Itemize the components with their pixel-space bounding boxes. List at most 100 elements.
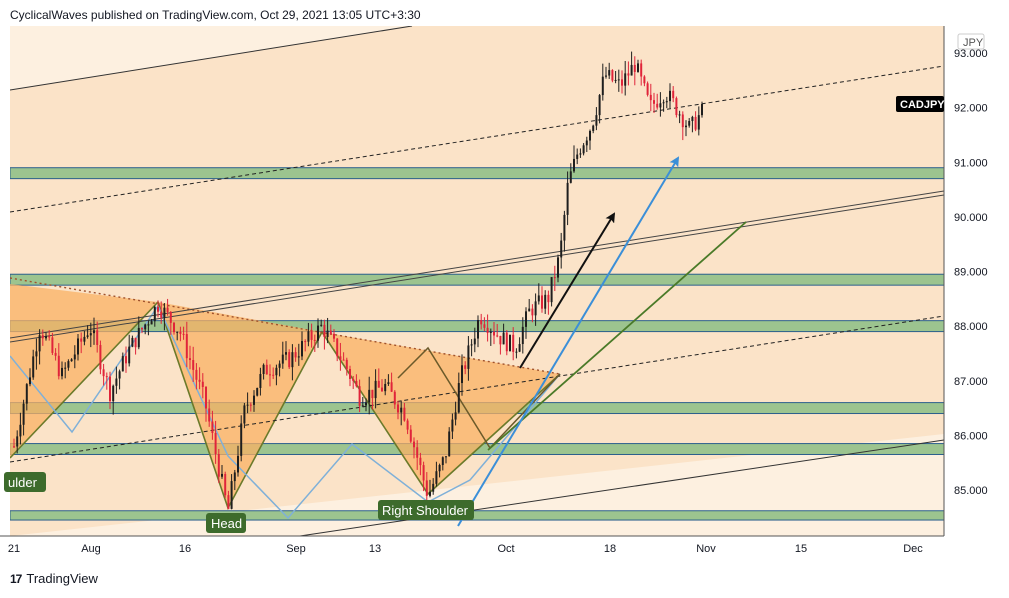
candle-body (656, 103, 659, 108)
candle-body (323, 324, 326, 337)
candle-body (608, 70, 611, 76)
candle-body (281, 354, 284, 364)
price-axis[interactable]: 93.000 92.000 91.000 90.000 89.000 88.000 87.0… (943, 26, 1009, 536)
candle-body (461, 365, 463, 384)
candle-body (534, 301, 537, 316)
candle-body (537, 295, 540, 302)
candle-body (163, 307, 166, 318)
candle-body (77, 338, 79, 355)
time-axis[interactable]: 21 Aug 16 Sep 13 Oct 18 Nov 15 Dec (0, 535, 1009, 566)
candle-body (585, 140, 588, 146)
candle-body (32, 356, 35, 378)
price-chart[interactable]: 93.000 92.000 91.000 90.000 89.000 88.000 87.0… (0, 26, 1009, 566)
candle-body (518, 344, 521, 352)
candle-body (573, 158, 575, 172)
candle-body (528, 308, 531, 312)
sr-zone-0 (10, 167, 944, 180)
candle-body (221, 473, 223, 477)
candle-body (285, 352, 287, 355)
candle-body (83, 336, 86, 342)
time-tick-label: Sep (286, 543, 306, 555)
candle-body (262, 364, 265, 375)
candle-body (454, 412, 457, 420)
candle-body (217, 454, 220, 477)
candle-body (509, 334, 511, 352)
footer-brand: TradingView (26, 571, 98, 586)
candle-body (128, 346, 131, 364)
candle-body (470, 344, 473, 346)
candle-body (400, 407, 403, 413)
candle-body (93, 330, 95, 334)
candle-body (208, 408, 211, 422)
price-tick-label: 91.000 (954, 157, 988, 169)
candle-body (115, 378, 118, 386)
black-projection-arrow (519, 212, 616, 369)
candle-body (278, 363, 281, 368)
rising-channel-line-a (10, 190, 944, 339)
candle-body (541, 295, 543, 309)
candle-body (640, 63, 643, 77)
dashed-trend-upper (10, 65, 944, 213)
price-tick-label: 92.000 (954, 103, 988, 115)
candle-body (243, 405, 246, 424)
time-tick-label: Oct (497, 543, 514, 555)
candle-body (637, 63, 639, 72)
candle-body (550, 277, 553, 303)
candle-body (214, 432, 217, 455)
candle-body (643, 76, 646, 84)
candle-body (67, 361, 70, 368)
candle-body (179, 331, 182, 334)
candle-body (265, 364, 268, 375)
chart-area[interactable]: 93.000 92.000 91.000 90.000 89.000 88.000 87.0… (0, 26, 1009, 566)
candle-body (397, 404, 399, 413)
candle-body (329, 330, 332, 334)
time-tick-label: 21 (8, 543, 20, 555)
candle-body (342, 359, 345, 361)
candle-body (189, 358, 191, 361)
candle-body (153, 306, 156, 322)
candle-body (141, 327, 143, 330)
candle-body (566, 182, 569, 215)
time-axis-bg (0, 536, 1009, 566)
candle-body (521, 326, 524, 345)
candle-body (413, 441, 415, 448)
candle-body (51, 337, 54, 353)
rising-channel-line-b (10, 194, 944, 343)
candle-body (464, 365, 467, 369)
candle-body (22, 403, 25, 425)
candle-body (13, 446, 15, 448)
candle-body (381, 387, 383, 392)
candle-body (406, 420, 409, 430)
candle-body (195, 369, 198, 380)
candle-body (99, 344, 102, 370)
candle-body (595, 115, 598, 126)
candle-body (333, 333, 335, 339)
candle-body (451, 419, 454, 432)
candle-body (627, 73, 630, 76)
candle-body (393, 391, 396, 405)
candle-body (336, 338, 339, 357)
candle-body (365, 402, 367, 406)
candle-body (387, 382, 390, 384)
candle-body (649, 94, 652, 101)
candle-body (54, 352, 57, 356)
candle-body (246, 404, 249, 406)
candle-body (29, 377, 31, 385)
symbol-price-tag-text: CADJPY (900, 99, 945, 111)
candle-body (112, 385, 115, 402)
price-axis-bg (944, 26, 1009, 536)
candle-body (486, 327, 489, 333)
candle-body (355, 380, 358, 387)
candle-body (480, 320, 483, 325)
candle-body (125, 356, 127, 364)
price-tick-label: 88.000 (954, 321, 988, 333)
candle-body (192, 360, 195, 370)
candle-body (448, 431, 451, 457)
candle-body (259, 374, 262, 388)
candle-body (672, 90, 675, 99)
candle-body (477, 320, 479, 339)
candle-body (307, 331, 310, 342)
candle-body (525, 311, 527, 327)
candle-body (502, 332, 505, 345)
candle-body (105, 376, 108, 378)
